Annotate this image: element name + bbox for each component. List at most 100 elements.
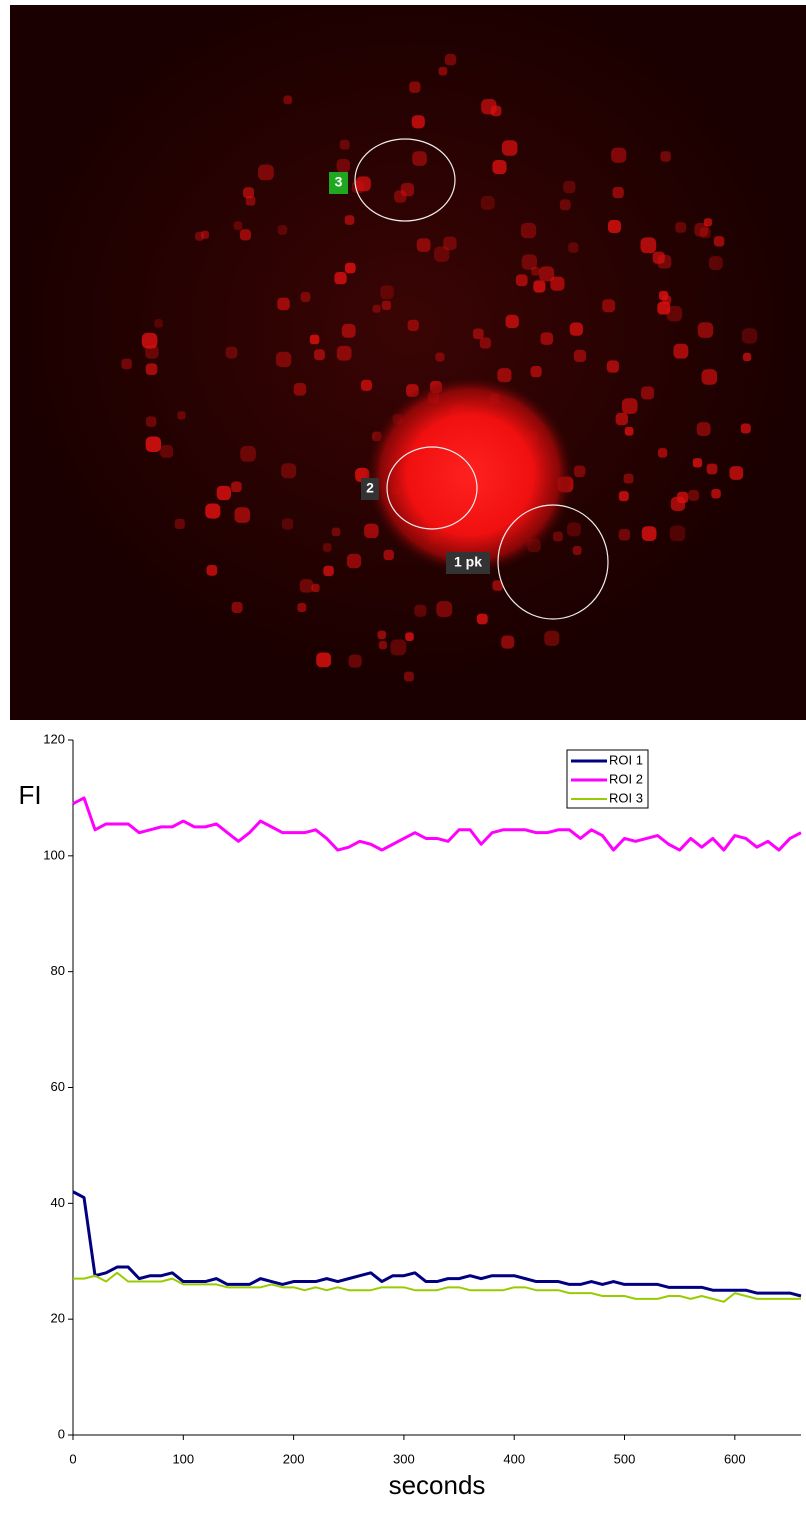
spot [676,491,689,504]
spot [573,349,587,362]
spot [641,526,657,541]
spot [297,603,307,613]
spot [309,334,320,345]
spot [521,254,538,270]
roi-label-box [361,478,379,500]
spot [311,583,320,593]
x-tick-label: 500 [614,1451,636,1466]
spot [174,518,185,529]
spot [701,369,718,385]
spot [476,613,488,625]
spots [121,53,758,682]
spot [231,601,243,613]
spot [416,238,431,252]
y-tick-label: 40 [51,1195,65,1210]
spot [336,158,350,173]
spot [640,386,655,400]
spot [729,466,744,480]
spot [383,549,394,561]
spot [669,525,686,542]
spot [231,481,242,493]
x-axis-label: seconds [389,1470,486,1500]
spot [377,630,387,640]
spot [606,360,619,373]
spot [344,215,355,225]
spot [239,229,251,241]
spot [404,671,414,682]
series-line [72,1190,802,1298]
legend-label: ROI 2 [609,771,643,786]
spot [345,262,356,274]
spot [434,246,450,262]
roi-label-box [446,552,490,574]
spot [351,180,365,194]
spot [563,180,576,194]
roi-circle [354,138,456,222]
spot [740,423,751,434]
spot [550,276,565,291]
spot [611,147,627,163]
spot [160,445,174,458]
spot [673,343,689,359]
spot [360,379,372,391]
spot [381,300,392,311]
y-tick-label: 20 [51,1311,65,1326]
spot [741,328,758,344]
spot [623,473,634,484]
spot [245,195,256,206]
spot [438,66,448,76]
spot [675,222,686,233]
spot [540,332,554,345]
spot [621,398,638,414]
spot [692,458,703,468]
spot [121,358,132,370]
spot [652,251,665,264]
spot [640,237,657,254]
spot [618,491,629,502]
spot [552,531,563,542]
y-tick-label: 80 [51,963,65,978]
spot [154,319,163,328]
y-tick-label: 120 [43,731,65,746]
spot [697,322,714,338]
roi-label-box [329,172,348,194]
spot [708,256,723,270]
spot [281,463,297,479]
spot [378,641,387,650]
spot [694,222,709,237]
spot [411,115,425,129]
spot [612,186,624,199]
spot [666,305,683,322]
spot [177,411,186,420]
x-tick-label: 600 [724,1451,746,1466]
roi-label: 2 [366,480,374,496]
spot [520,222,537,239]
spot [390,639,407,656]
spot [145,416,157,427]
spot [544,630,560,646]
spot [569,322,583,336]
spot [660,151,671,162]
spot [257,164,274,181]
spot [145,436,162,453]
legend-label: ROI 1 [609,752,643,767]
spot [492,580,503,591]
spot [313,349,325,361]
y-tick-label: 60 [51,1079,65,1094]
spot [572,546,582,555]
spot [568,242,579,253]
spot [234,507,251,523]
spot [530,366,542,378]
spot [414,604,427,617]
x-tick-label: 400 [503,1451,525,1466]
x-tick-label: 300 [393,1451,415,1466]
spot [443,236,457,251]
image-background [10,5,806,720]
spot [501,635,515,649]
series-line [72,796,802,852]
spot [364,523,379,539]
spot [405,632,414,641]
spot [316,652,332,668]
